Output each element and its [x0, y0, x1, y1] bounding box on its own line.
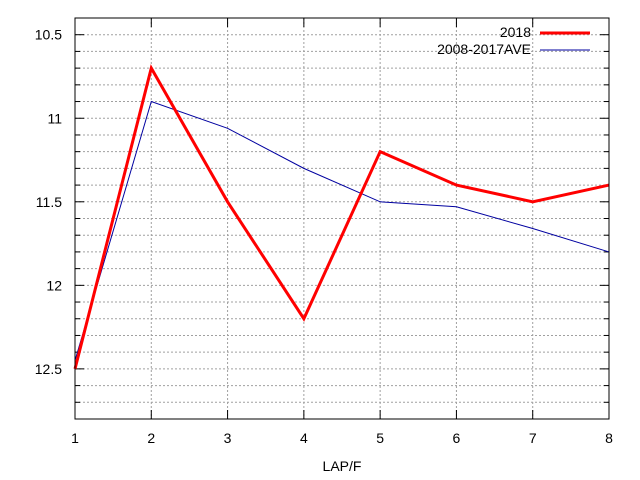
x-tick-label: 1	[71, 430, 79, 446]
legend-label-2018: 2018	[500, 24, 531, 40]
x-tick-label: 5	[376, 430, 384, 446]
y-tick-label: 12.5	[35, 361, 62, 377]
legend-entry-average: 2008-2017AVE	[437, 41, 590, 57]
data-series	[73, 64, 610, 370]
axis-ticks	[74, 18, 610, 419]
x-tick-label: 6	[453, 430, 461, 446]
y-tick-label: 11	[47, 110, 62, 126]
x-tick-label: 7	[529, 430, 537, 446]
y-axis-tick-labels: 10.5 11 11.5 12 12.5	[35, 27, 62, 377]
x-tick-label: 4	[300, 430, 308, 446]
x-axis-tick-labels: 1 2 3 4 5 6 7 8	[71, 430, 613, 446]
x-axis-label: LAP/F	[323, 458, 362, 474]
x-tick-label: 2	[147, 430, 155, 446]
x-tick-label: 3	[224, 430, 232, 446]
series-line-2018	[73, 64, 610, 370]
y-tick-label: 12	[46, 277, 62, 293]
series-line-average	[74, 100, 610, 361]
legend: 2018 2008-2017AVE	[437, 24, 590, 57]
grid-lines	[75, 18, 609, 419]
y-tick-label: 10.5	[35, 27, 62, 43]
legend-entry-2018: 2018	[500, 24, 590, 40]
legend-label-average: 2008-2017AVE	[437, 41, 531, 57]
plot-frame	[74, 17, 610, 420]
x-tick-label: 8	[605, 430, 613, 446]
y-tick-label: 11.5	[36, 194, 62, 210]
